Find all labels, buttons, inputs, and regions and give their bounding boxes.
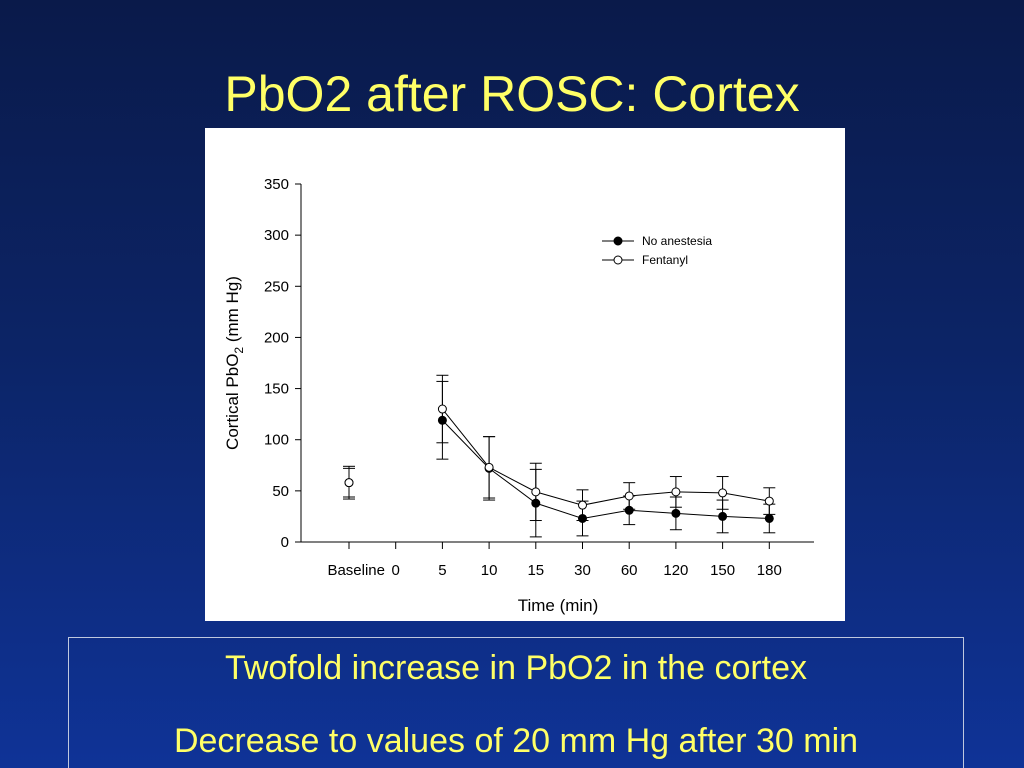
data-point-0-6 (624, 505, 634, 515)
x-axis-title: Time (min) (518, 596, 599, 615)
legend-label-1: Fentanyl (642, 253, 688, 267)
y-tick-label: 50 (272, 483, 289, 500)
legend-marker-1 (613, 255, 623, 265)
data-point-0-4 (531, 498, 541, 508)
y-tick-label: 200 (264, 329, 289, 346)
data-point-1-6 (624, 491, 634, 501)
data-point-1-3 (484, 462, 494, 472)
data-point-0-7 (671, 508, 681, 518)
chart-panel: 0 50 100 150 200 250 300 350 Baseline 0 5 10 15 30 60 1… (205, 128, 845, 621)
data-point-1-5 (578, 500, 587, 510)
summary-line-2: Decrease to values of 20 mm Hg after 30 … (173, 722, 859, 760)
legend-marker-0 (613, 236, 623, 246)
y-tick-label: 150 (264, 381, 289, 398)
data-point-0-9 (764, 513, 774, 523)
data-point-0-5 (578, 513, 587, 523)
data-point-1-8 (718, 488, 728, 498)
data-point-1-0 (344, 478, 354, 488)
x-tick-label: 60 (621, 562, 638, 579)
x-tick-label: 10 (481, 562, 498, 579)
data-point-1-9 (764, 496, 774, 506)
legend-label-0: No anestesia (642, 234, 712, 248)
y-tick-label: 250 (264, 278, 289, 295)
x-tick-label: 15 (527, 562, 544, 579)
series-line-0 (442, 419, 770, 519)
x-tick-label: 180 (757, 562, 782, 579)
y-tick-label: 0 (281, 534, 289, 551)
x-tick-label: 0 (392, 562, 400, 579)
summary-line-1: Twofold increase in PbO2 in the cortex (224, 649, 808, 687)
y-tick-label: 100 (264, 432, 289, 449)
y-axis-title: Cortical PbO2 (mm Hg) (223, 276, 246, 450)
data-point-1-7 (671, 487, 681, 497)
y-tick-label: 300 (264, 227, 289, 244)
x-tick-label: Baseline (327, 562, 385, 579)
summary-box: Twofold increase in PbO2 in the cortex D… (68, 637, 964, 768)
pbo2-line-chart: 0 50 100 150 200 250 300 350 Baseline 0 5 10 15 30 60 1… (223, 176, 814, 615)
y-tick-label: 350 (264, 176, 289, 193)
data-point-1-2 (437, 404, 447, 414)
x-tick-label: 150 (710, 562, 735, 579)
x-tick-label: 30 (574, 562, 591, 579)
series-line-1 (442, 408, 770, 506)
x-tick-label: 120 (663, 562, 688, 579)
data-point-0-2 (437, 415, 447, 425)
data-point-0-8 (718, 511, 728, 521)
slide-title: PbO2 after ROSC: Cortex (224, 66, 800, 122)
x-tick-label: 5 (438, 562, 446, 579)
data-point-1-4 (531, 487, 541, 497)
